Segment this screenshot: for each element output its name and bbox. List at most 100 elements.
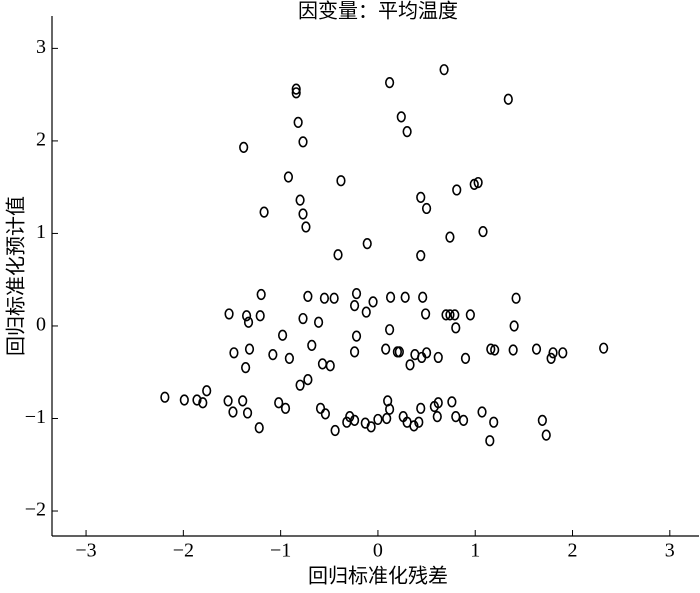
point	[416, 250, 426, 262]
point	[345, 411, 355, 423]
point	[546, 352, 556, 364]
point	[303, 374, 313, 386]
point	[385, 403, 395, 415]
point	[361, 306, 371, 318]
point	[508, 344, 518, 356]
point	[202, 385, 212, 397]
point	[402, 126, 412, 138]
point	[385, 324, 395, 336]
point	[329, 292, 339, 304]
point	[179, 394, 189, 406]
point	[416, 402, 426, 414]
point	[509, 320, 519, 332]
point	[238, 395, 248, 407]
point	[432, 411, 442, 423]
point	[241, 310, 252, 322]
point	[280, 402, 291, 414]
point	[277, 329, 288, 341]
point	[381, 343, 391, 355]
point	[558, 347, 568, 359]
point	[451, 411, 461, 423]
point	[255, 310, 265, 322]
point	[298, 136, 308, 148]
point	[447, 396, 457, 408]
point	[349, 346, 360, 358]
point	[450, 309, 460, 321]
point	[458, 414, 469, 426]
x-tick-label: 0	[373, 540, 383, 562]
point	[385, 77, 395, 89]
point	[416, 191, 426, 203]
point	[400, 291, 410, 303]
point	[295, 194, 305, 206]
y-axis-label: 回归标准化预计值	[5, 196, 28, 356]
point	[242, 407, 253, 419]
point	[223, 395, 233, 407]
point	[192, 394, 202, 406]
x-tick-label: 2	[568, 540, 578, 562]
point	[503, 93, 513, 105]
point	[439, 64, 449, 76]
point	[418, 291, 428, 303]
point	[511, 292, 521, 304]
x-tick-label: 3	[665, 540, 675, 562]
x-axis-label: 回归标准化残差	[308, 565, 448, 588]
y-tick-label: 3	[36, 36, 46, 58]
point	[366, 421, 376, 433]
point	[414, 416, 424, 428]
x-tick-label: 1	[470, 540, 480, 562]
point	[291, 83, 301, 95]
x-tick-label: −2	[173, 540, 194, 562]
point	[320, 408, 330, 420]
point	[293, 116, 303, 129]
point	[541, 429, 551, 441]
point	[433, 351, 443, 364]
x-tick-label: −3	[75, 540, 96, 562]
point	[291, 87, 301, 99]
point	[283, 171, 294, 183]
point	[362, 238, 372, 250]
point	[239, 141, 249, 153]
point	[351, 330, 362, 342]
point	[445, 309, 455, 321]
point	[460, 352, 471, 364]
y-tick-label: 2	[36, 129, 46, 151]
point	[548, 347, 558, 359]
point	[298, 312, 308, 325]
point	[485, 435, 495, 447]
point	[325, 360, 335, 372]
point	[228, 406, 238, 418]
point	[274, 397, 284, 409]
y-tick-label: −1	[25, 406, 46, 428]
point	[319, 292, 330, 304]
point	[351, 287, 362, 300]
point	[451, 322, 461, 334]
point	[421, 202, 432, 215]
point	[303, 290, 313, 302]
y-tick-label: 0	[36, 314, 46, 336]
point	[256, 288, 266, 301]
point	[307, 339, 317, 351]
point	[465, 309, 475, 321]
point	[441, 309, 451, 321]
y-tick-label: −2	[25, 499, 46, 521]
point	[241, 362, 251, 374]
point	[396, 111, 406, 123]
point	[373, 413, 383, 426]
point	[486, 343, 496, 355]
point	[452, 184, 462, 196]
point	[417, 351, 427, 364]
point	[368, 296, 378, 308]
point	[298, 208, 308, 220]
point	[336, 175, 346, 187]
point	[385, 291, 396, 303]
point	[409, 420, 419, 432]
point	[160, 391, 170, 403]
point	[473, 176, 483, 189]
point	[198, 397, 208, 409]
point	[349, 300, 360, 312]
point	[330, 424, 340, 437]
point	[394, 346, 404, 358]
point	[295, 379, 305, 391]
